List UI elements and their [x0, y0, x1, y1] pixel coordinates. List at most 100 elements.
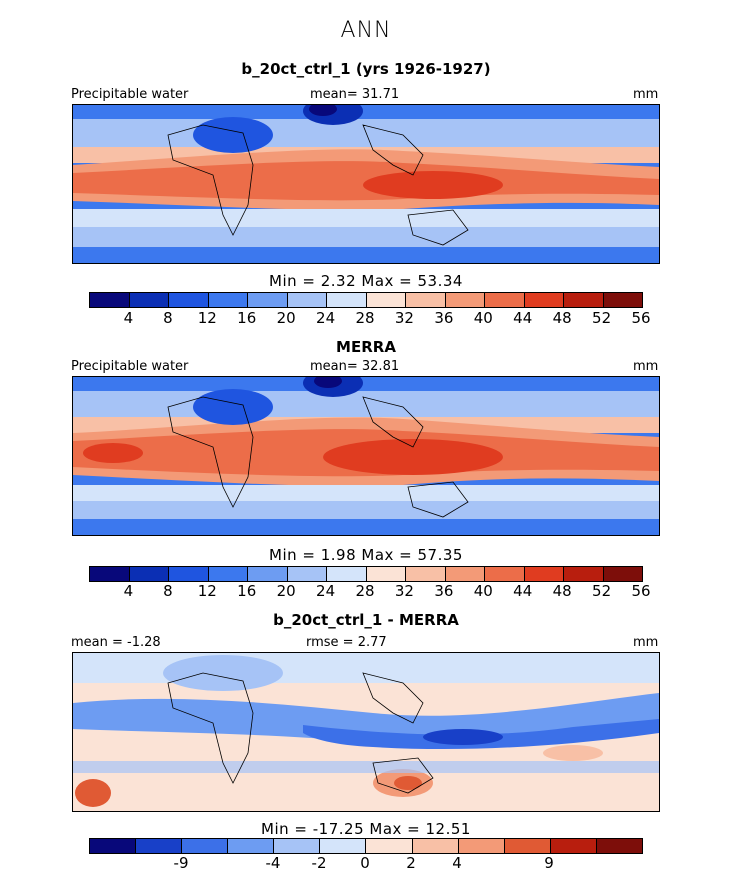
panel-2-colorbar — [89, 566, 643, 582]
colorbar-swatch — [129, 293, 169, 307]
colorbar-swatch — [248, 293, 288, 307]
colorbar-tick: 4 — [123, 582, 134, 600]
colorbar-tick: 56 — [631, 582, 651, 600]
colorbar-tick: 8 — [163, 582, 173, 600]
colorbar-swatch — [327, 293, 367, 307]
colorbar-swatch — [274, 839, 321, 853]
colorbar-tick: 40 — [473, 582, 493, 600]
colorbar-tick: 4 — [452, 854, 462, 872]
panel-3-colorbar-ticks: -9 -4 -2 0 2 4 9 — [89, 854, 641, 872]
colorbar-swatch — [485, 567, 525, 581]
colorbar-tick: 12 — [197, 582, 217, 600]
colorbar-swatch — [366, 839, 413, 853]
colorbar-swatch — [90, 839, 137, 853]
panel-1-units-label: mm — [633, 87, 659, 102]
colorbar-swatch — [327, 567, 367, 581]
colorbar-swatch — [208, 293, 248, 307]
colorbar-tick: -9 — [173, 854, 189, 872]
colorbar-tick: 48 — [552, 582, 572, 600]
colorbar-swatch — [182, 839, 229, 853]
colorbar-swatch — [596, 839, 642, 853]
panel-3-map-graphic — [73, 653, 659, 811]
panel-1-map — [72, 104, 660, 264]
figure-title: ANN — [340, 18, 392, 43]
panel-3-map — [72, 652, 660, 812]
colorbar-swatch — [287, 567, 327, 581]
colorbar-swatch — [504, 839, 551, 853]
colorbar-swatch — [129, 567, 169, 581]
colorbar-tick: -2 — [311, 854, 327, 872]
colorbar-tick: 28 — [355, 309, 375, 327]
colorbar-tick: 20 — [276, 582, 296, 600]
panel-2-map-graphic — [73, 377, 659, 535]
colorbar-swatch — [406, 293, 446, 307]
colorbar-tick: 52 — [592, 309, 612, 327]
colorbar-tick: 4 — [123, 309, 134, 327]
colorbar-swatch — [406, 567, 446, 581]
colorbar-tick: 40 — [473, 309, 493, 327]
panel-1-colorbar-ticks: 4 8 12 16 20 24 28 32 36 40 44 48 52 56 — [89, 309, 651, 327]
colorbar-swatch — [248, 567, 288, 581]
colorbar-swatch — [169, 293, 209, 307]
colorbar-swatch — [603, 293, 642, 307]
panel-3-minmax: Min = -17.25 Max = 12.51 — [261, 820, 471, 838]
colorbar-tick: 36 — [434, 309, 454, 327]
colorbar-swatch — [603, 567, 642, 581]
panel-2-minmax: Min = 1.98 Max = 57.35 — [269, 546, 463, 564]
colorbar-tick: 8 — [163, 309, 173, 327]
colorbar-tick: 44 — [513, 582, 533, 600]
colorbar-swatch — [550, 839, 597, 853]
panel-3-units-label: mm — [633, 635, 659, 650]
panel-3-title: b_20ct_ctrl_1 - MERRA — [273, 611, 459, 629]
colorbar-swatch — [228, 839, 275, 853]
colorbar-swatch — [366, 293, 406, 307]
colorbar-tick: -4 — [265, 854, 281, 872]
colorbar-swatch — [320, 839, 367, 853]
panel-3-mean-label: mean = -1.28 — [71, 635, 161, 650]
colorbar-tick: 48 — [552, 309, 572, 327]
colorbar-tick: 32 — [394, 582, 414, 600]
colorbar-tick: 44 — [513, 309, 533, 327]
panel-2-units-label: mm — [633, 359, 659, 374]
panel-2-map — [72, 376, 660, 536]
colorbar-tick: 2 — [406, 854, 416, 872]
colorbar-tick: 28 — [355, 582, 375, 600]
panel-1-title: b_20ct_ctrl_1 (yrs 1926-1927) — [241, 60, 491, 78]
colorbar-tick: 20 — [276, 309, 296, 327]
colorbar-swatch — [445, 567, 485, 581]
colorbar-swatch — [366, 567, 406, 581]
colorbar-tick: 36 — [434, 582, 454, 600]
panel-3-rmse-label: rmse = 2.77 — [306, 635, 387, 650]
panel-1-mean-label: mean= 31.71 — [310, 87, 400, 102]
colorbar-swatch — [90, 293, 130, 307]
panel-2-title: MERRA — [336, 338, 396, 356]
panel-1-colorbar — [89, 292, 643, 308]
panel-2-mean-label: mean= 32.81 — [310, 359, 400, 374]
colorbar-tick: 24 — [316, 309, 336, 327]
colorbar-swatch — [564, 567, 604, 581]
colorbar-swatch — [412, 839, 459, 853]
panel-2-colorbar-ticks: 4 8 12 16 20 24 28 32 36 40 44 48 52 56 — [89, 582, 651, 600]
colorbar-swatch — [564, 293, 604, 307]
colorbar-swatch — [136, 839, 183, 853]
panel-3-colorbar — [89, 838, 643, 854]
panel-1-variable-label: Precipitable water — [71, 87, 189, 102]
panel-2-variable-label: Precipitable water — [71, 359, 189, 374]
colorbar-swatch — [169, 567, 209, 581]
colorbar-swatch — [524, 567, 564, 581]
colorbar-tick: 24 — [316, 582, 336, 600]
colorbar-tick: 16 — [237, 582, 257, 600]
colorbar-tick: 56 — [631, 309, 651, 327]
colorbar-tick: 9 — [544, 854, 554, 872]
colorbar-tick: 0 — [360, 854, 370, 872]
panel-1-minmax: Min = 2.32 Max = 53.34 — [269, 272, 463, 290]
colorbar-tick: 52 — [592, 582, 612, 600]
colorbar-swatch — [208, 567, 248, 581]
colorbar-swatch — [485, 293, 525, 307]
colorbar-tick: 12 — [197, 309, 217, 327]
colorbar-swatch — [445, 293, 485, 307]
colorbar-tick: 32 — [394, 309, 414, 327]
colorbar-swatch — [458, 839, 505, 853]
colorbar-tick: 16 — [237, 309, 257, 327]
panel-1-map-graphic — [73, 105, 659, 263]
